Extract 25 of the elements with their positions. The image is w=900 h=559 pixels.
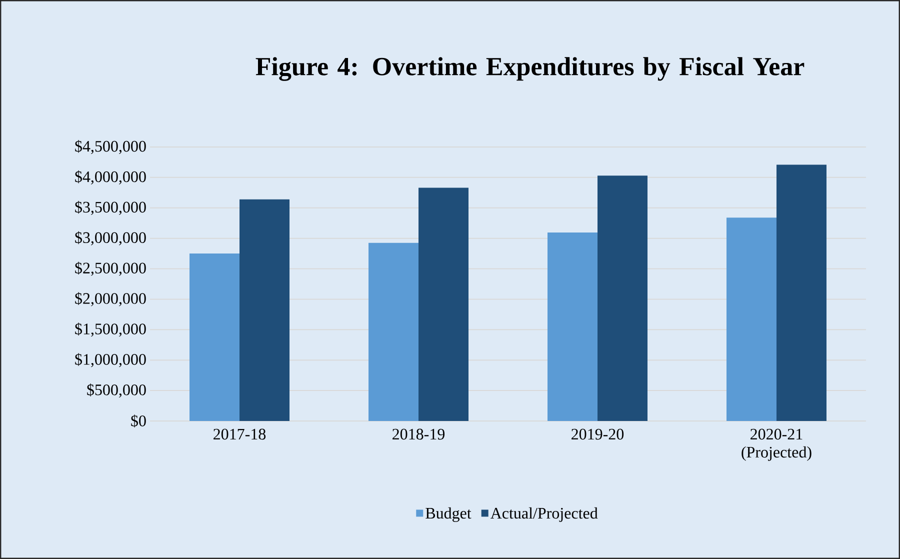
bar: [240, 199, 290, 421]
x-tick-label: 2017-18: [214, 428, 266, 440]
legend-label: Actual/Projected: [490, 507, 598, 522]
y-tick-label: $1,500,000: [75, 322, 146, 337]
y-tick-label: $3,500,000: [75, 200, 146, 215]
bar: [418, 188, 469, 421]
chart-title: Figure 4: Overtime Expenditures by Fiscal Year: [256, 57, 804, 81]
bar: [726, 218, 776, 421]
x-tick-label: 2018-19: [392, 428, 445, 440]
y-tick-label: $4,000,000: [75, 170, 146, 184]
x-tick-label: 2020-21 (Projected): [742, 428, 812, 461]
x-tick-label: 2019-20: [572, 428, 624, 440]
bar: [190, 254, 240, 421]
bar: [368, 242, 418, 421]
y-tick-label: $1,000,000: [75, 353, 146, 368]
bar: [548, 232, 598, 421]
y-tick-label: $2,500,000: [75, 262, 146, 276]
y-tick-label: $4,500,000: [75, 140, 146, 154]
bar: [776, 164, 826, 421]
legend-label: Budget: [426, 507, 472, 522]
bar: [598, 176, 648, 421]
y-tick-label: $2,000,000: [75, 292, 146, 306]
y-tick-label: $500,000: [87, 384, 146, 398]
y-tick-label: $3,000,000: [75, 231, 146, 246]
y-tick-label: $0: [131, 414, 146, 428]
